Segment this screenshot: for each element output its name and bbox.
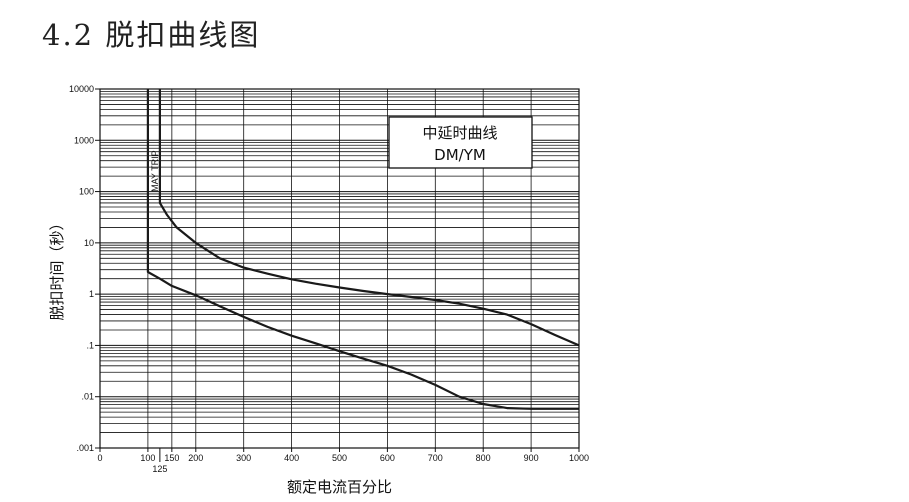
section-heading: 4.2 脱扣曲线图: [42, 18, 261, 52]
x-axis-title: 额定电流百分比: [287, 478, 392, 496]
x-tick-label: 700: [428, 453, 443, 463]
series-line-1: [146, 89, 579, 410]
x-tick-label: 150: [164, 453, 179, 463]
legend: 中延时曲线 DM/YM: [388, 116, 533, 169]
may-trip-annotation: MAY TRIP: [150, 150, 160, 192]
x-tick-label: 900: [524, 453, 539, 463]
y-tick-label: .1: [86, 340, 94, 350]
x-tick-label: 1000: [569, 453, 589, 463]
y-tick-label: 10: [84, 238, 94, 248]
x-tick-label: 500: [332, 453, 347, 463]
legend-line-model: DM/YM: [434, 146, 486, 164]
x-tick-label: 600: [380, 453, 395, 463]
series-line-0: [158, 89, 580, 347]
y-tick-label: 1000: [74, 135, 94, 145]
x-tick-label: 0: [97, 453, 102, 463]
legend-box: [388, 116, 533, 169]
y-tick-label: 1: [89, 289, 94, 299]
y-axis-ticks: 10000 1000 100 10 1 .1 .01 .001: [69, 84, 100, 453]
y-axis-title: 脱扣时间（秒）: [48, 215, 66, 320]
y-tick-label: 100: [79, 187, 94, 197]
y-tick-label: .001: [76, 443, 94, 453]
grid: [99, 89, 580, 449]
series-group: [146, 89, 580, 410]
x-tick-label: 100: [140, 453, 155, 463]
x-tick-label: 400: [284, 453, 299, 463]
x-tick-label: 800: [476, 453, 491, 463]
x-tick-label: 200: [188, 453, 203, 463]
x-tick-label: 300: [236, 453, 251, 463]
y-tick-label: 10000: [69, 84, 94, 94]
y-tick-label: .01: [81, 392, 94, 402]
x-axis-ticks: 0 100 150 200 300 400 500 600 700 800 900 1000 125: [97, 448, 589, 474]
legend-line-title: 中延时曲线: [422, 124, 497, 142]
plot-frame: [99, 88, 580, 449]
x-tick-label-extra: 125: [152, 464, 167, 474]
